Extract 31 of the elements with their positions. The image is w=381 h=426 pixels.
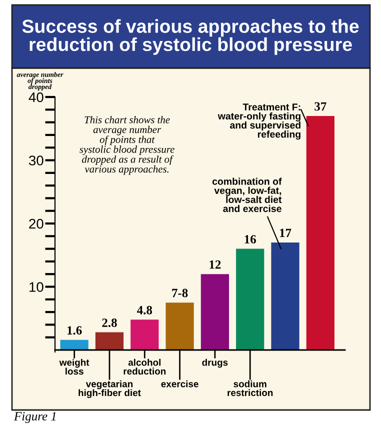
caption: Figure 1: [14, 412, 56, 423]
data-label: 37: [314, 102, 326, 111]
x-tick-label: weight loss: [59, 358, 90, 375]
bar: [200, 274, 229, 350]
data-label: 7-8: [172, 288, 188, 298]
chart-title: Success of various approaches to the reduction of systolic blood pressure: [22, 19, 359, 55]
data-label: 4.8: [136, 306, 152, 314]
bar: [166, 302, 194, 350]
annotation: combination of vegan, low-fat, low-salt diet and exercise: [212, 178, 282, 212]
x-tick-label: exercise: [161, 380, 198, 388]
annotation: Treatment F: water-only fasting and supervised refeeding: [218, 104, 300, 140]
bar: [271, 242, 300, 350]
bar: [130, 320, 159, 350]
x-tick-label: vegetarian high-fiber diet: [78, 380, 141, 398]
x-tick-label: drugs: [202, 358, 228, 368]
y-tick-label: 20: [29, 218, 44, 229]
data-label: 17: [280, 228, 292, 238]
data-label: 16: [244, 235, 256, 244]
bar: [95, 332, 124, 350]
x-tick-label: alcohol reduction: [124, 358, 166, 375]
y-tick-label: 40: [28, 92, 44, 102]
y-tick-label: 10: [30, 282, 44, 292]
annotation: This chart shows the average number of points that systolic blood pressure dropped as a result of various approaches.: [80, 116, 174, 175]
data-label: 12: [210, 260, 221, 269]
y-tick-label: 30: [28, 156, 44, 166]
data-label: 1.6: [68, 326, 82, 335]
bar: [60, 340, 88, 350]
x-tick-label: sodium restriction: [228, 380, 273, 396]
bar: [236, 248, 264, 350]
bar: [306, 116, 334, 350]
data-label: 2.8: [102, 318, 117, 328]
